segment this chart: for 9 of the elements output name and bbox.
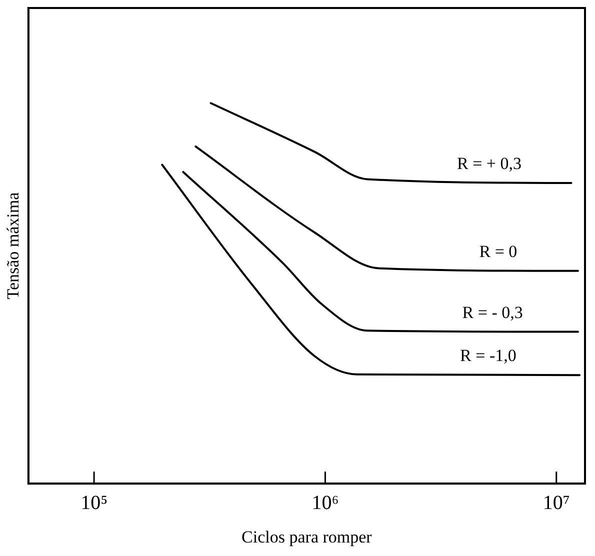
x-axis-title: Ciclos para romper [242,527,372,546]
y-axis-title: Tensão máxima [4,192,23,300]
x-tick-label: 10⁷ [542,492,570,514]
x-tick-label: 10⁶ [312,492,339,514]
x-tick-label: 10⁵ [80,492,108,514]
series-label: R = - 0,3 [462,302,523,322]
series-label: R = + 0,3 [457,154,522,173]
series-label: R = -1,0 [460,346,516,366]
series-label: R = 0 [479,242,518,261]
